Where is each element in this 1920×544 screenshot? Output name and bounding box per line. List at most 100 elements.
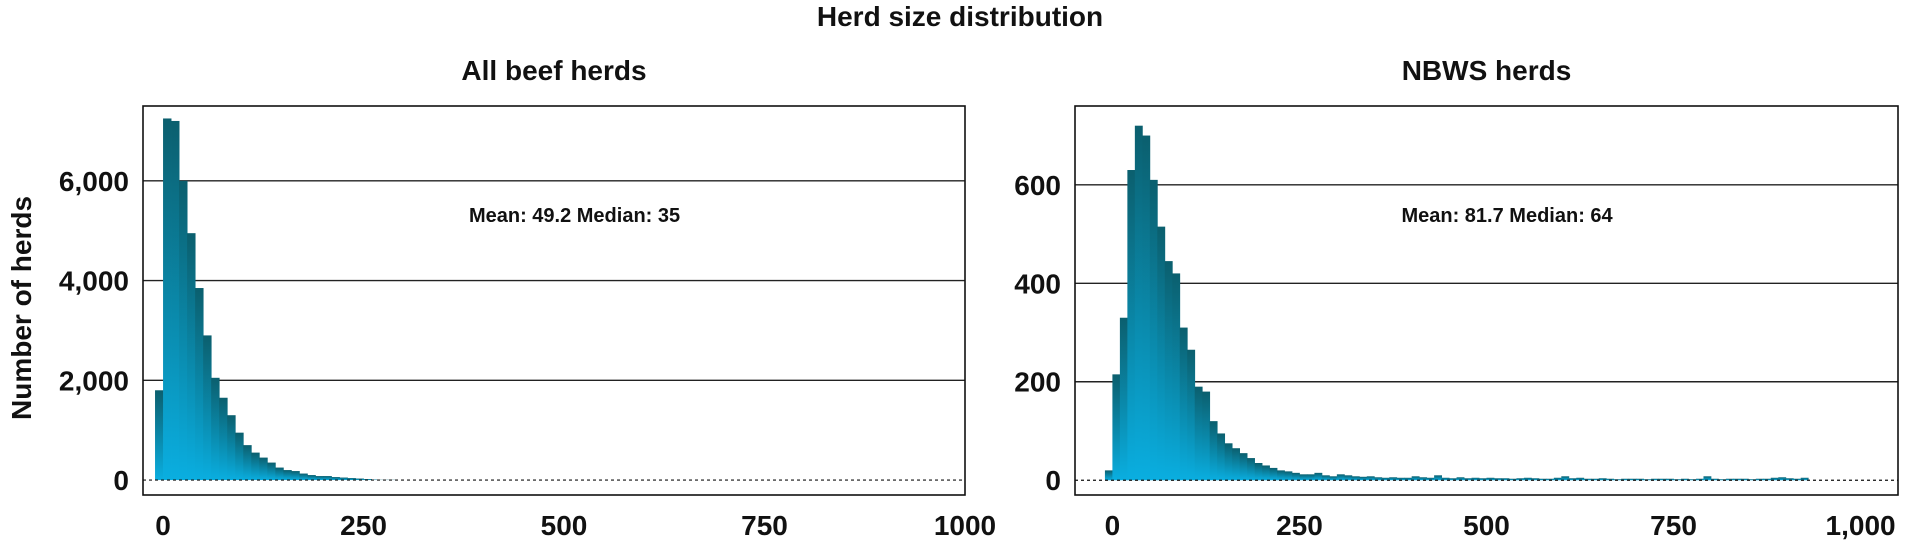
histogram-bar	[1471, 477, 1480, 481]
y-tick-label: 6,000	[59, 166, 129, 197]
histogram-bar	[235, 432, 244, 481]
y-tick-label: 4,000	[59, 266, 129, 297]
y-tick-label: 0	[113, 465, 129, 496]
histogram-bar	[1269, 467, 1278, 481]
histogram-bar	[1688, 479, 1697, 481]
x-tick-label: 250	[1276, 510, 1323, 541]
histogram-bar	[1531, 478, 1540, 481]
histogram-bar	[1142, 135, 1151, 481]
histogram-bar	[1493, 478, 1502, 481]
chart-panel-1: All beef herds 0 2,000 4,000 6,000 0 250 500 750…	[59, 55, 996, 541]
histogram-bar	[1381, 477, 1390, 481]
histogram-bar	[1411, 476, 1420, 481]
x-tick-label: 500	[541, 510, 588, 541]
histogram-bar	[1770, 477, 1779, 481]
x-tick-label: 0	[155, 510, 171, 541]
histogram-bar	[1157, 226, 1166, 481]
histogram-bar	[1426, 477, 1435, 481]
histogram-bar	[211, 377, 220, 481]
histogram-bar	[323, 476, 332, 481]
histogram-bar	[1329, 476, 1338, 481]
histogram-bar	[1576, 477, 1585, 481]
bars	[1104, 125, 1809, 481]
histogram-bar	[1456, 477, 1465, 481]
histogram-bar	[1299, 474, 1308, 481]
histogram-bar	[1591, 478, 1600, 481]
histogram-bar	[283, 470, 292, 481]
histogram-bar	[1209, 421, 1218, 481]
histogram-bar	[243, 445, 252, 481]
histogram-bar	[1194, 386, 1203, 481]
histogram-bar	[227, 415, 236, 481]
histogram-bar	[1441, 477, 1450, 481]
histogram-bar	[1359, 476, 1368, 481]
y-tick-label: 0	[1045, 465, 1061, 496]
histogram-bar	[1404, 477, 1413, 481]
figure-title: Herd size distribution	[816, 1, 1104, 32]
histogram-bar	[155, 390, 164, 481]
histogram-bar	[1202, 391, 1211, 481]
histogram-bar	[275, 467, 284, 481]
histogram-bar	[1778, 477, 1787, 481]
histogram-bar	[299, 473, 308, 481]
x-tick-label: 500	[1463, 510, 1510, 541]
histogram-bar	[1785, 478, 1794, 481]
histogram-bar	[1666, 478, 1674, 481]
y-tick-label: 400	[1014, 268, 1061, 299]
histogram-bar	[1172, 273, 1181, 481]
histogram-bar	[1636, 478, 1645, 481]
histogram-bar	[1284, 471, 1293, 481]
histogram-bar	[195, 288, 204, 481]
histogram-bar	[163, 118, 172, 481]
x-tick-label: 1000	[934, 510, 996, 541]
x-tick-label: 0	[1105, 510, 1121, 541]
histogram-bar	[1598, 478, 1607, 481]
y-tick-label: 200	[1014, 367, 1061, 398]
histogram-bar	[1763, 478, 1772, 481]
histogram-bar	[179, 180, 188, 481]
histogram-bar	[1119, 317, 1128, 481]
histogram-bar	[1651, 478, 1659, 481]
chart-panel-2: NBWS herds 0 200 400 600 0 250 500 750 1,000 Mean:…	[1014, 55, 1899, 541]
histogram-bar	[1277, 470, 1285, 481]
histogram-bar	[1546, 478, 1555, 481]
histogram-bar	[1718, 479, 1727, 481]
histogram-bar	[1419, 477, 1428, 481]
x-tick-label: 750	[1650, 510, 1697, 541]
histogram-bar	[1793, 478, 1802, 481]
histogram-bar	[1434, 475, 1443, 481]
histogram-bar	[1254, 462, 1263, 481]
histogram-bar	[1628, 478, 1637, 481]
histogram-bar	[1262, 465, 1270, 481]
bars	[155, 118, 397, 481]
histogram-bar	[1800, 477, 1809, 481]
histogram-bar	[1583, 478, 1592, 481]
histogram-bar	[1725, 478, 1734, 481]
histogram-bar	[1606, 478, 1615, 481]
histogram-bar	[1710, 478, 1719, 481]
histogram-bar	[1516, 478, 1525, 481]
histogram-bar	[219, 397, 228, 481]
histogram-bar	[339, 477, 348, 481]
histogram-bar	[1351, 476, 1360, 481]
histogram-bar	[1232, 448, 1240, 481]
histogram-bar	[1149, 179, 1158, 481]
histogram-bar	[1553, 477, 1562, 481]
histogram-bar	[347, 478, 356, 481]
histogram-bar	[1703, 476, 1712, 481]
histogram-bar	[251, 452, 260, 481]
histogram-bar	[171, 120, 180, 481]
histogram-bar	[1321, 475, 1330, 481]
histogram-bar	[1112, 374, 1121, 481]
histogram-bar	[1568, 478, 1577, 481]
histogram-bar	[1486, 477, 1495, 481]
histogram-bar	[1134, 125, 1143, 481]
histogram-bar	[1681, 478, 1689, 481]
stats-annotation: Mean: 49.2 Median: 35	[469, 205, 680, 227]
histogram-bar	[1523, 477, 1532, 481]
histogram-bar	[1561, 476, 1570, 481]
histogram-bar	[1104, 470, 1113, 481]
histogram-bar	[1508, 478, 1517, 481]
histogram-bar	[203, 335, 212, 481]
